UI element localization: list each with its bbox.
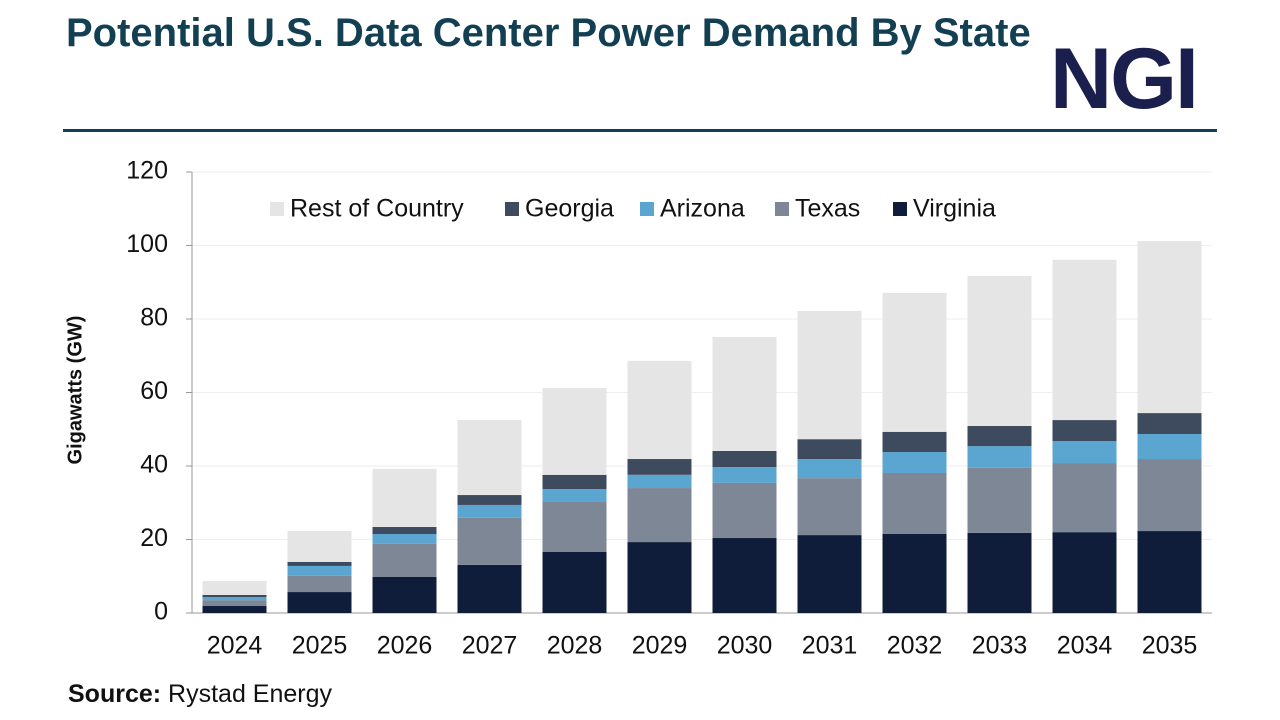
bar-segment (627, 542, 692, 613)
chart-title: Potential U.S. Data Center Power Demand … (66, 11, 1031, 55)
bar-segment (712, 450, 777, 468)
bar-segment (1052, 259, 1117, 421)
bar-segment (1052, 463, 1117, 533)
x-tick-label: 2030 (717, 632, 773, 660)
x-tick-label: 2027 (462, 632, 518, 660)
bar-segment (627, 459, 692, 475)
x-tick-label: 2031 (802, 632, 858, 660)
bar-segment (712, 337, 777, 451)
bar-segment (457, 517, 522, 565)
source: Source: Rystad Energy (68, 680, 332, 709)
legend-swatch (893, 202, 907, 216)
bar-segment (457, 504, 522, 518)
x-tick-label: 2035 (1142, 632, 1198, 660)
bar-segment (457, 495, 522, 505)
bar-segment (372, 576, 437, 613)
x-tick-label: 2025 (292, 632, 348, 660)
bar-segment (542, 489, 607, 503)
bar-segment (882, 452, 947, 473)
x-tick-label: 2034 (1057, 632, 1113, 660)
y-tick-label: 40 (140, 451, 168, 479)
logo: NGI (1050, 31, 1199, 127)
legend-label: Texas (795, 195, 860, 223)
bar-segment (797, 310, 862, 440)
bar-segment (882, 472, 947, 534)
legend-label: Arizona (660, 195, 745, 223)
bar-segment (1137, 413, 1202, 435)
bar-segment (287, 561, 352, 566)
y-tick-label: 120 (126, 157, 168, 185)
bar-segment (287, 531, 352, 562)
bar-segment (287, 565, 352, 576)
bar-segment (372, 527, 437, 534)
legend-swatch (505, 202, 519, 216)
bar-segment (542, 551, 607, 613)
bar-segment (797, 459, 862, 479)
bar-segment (627, 488, 692, 543)
bar-segment (627, 360, 692, 460)
bar-segment (882, 431, 947, 453)
y-tick-label: 80 (140, 304, 168, 332)
bar-segment (967, 425, 1032, 447)
x-tick-label: 2028 (547, 632, 603, 660)
bar-segment (287, 575, 352, 593)
bar-segment (202, 581, 267, 595)
bar-segment (967, 446, 1032, 468)
bar-segment (967, 467, 1032, 533)
bar-segment (542, 474, 607, 490)
bar-segment (797, 478, 862, 536)
bar-segment (372, 533, 437, 544)
y-axis-label: Gigawatts (GW) (64, 316, 86, 465)
bar-segment (797, 439, 862, 460)
bar-segment (542, 388, 607, 475)
bar-segment (1137, 241, 1202, 414)
bar-segment (202, 606, 267, 613)
legend-label: Rest of Country (290, 195, 464, 223)
bar-segment (542, 502, 607, 552)
y-tick-label: 0 (154, 598, 168, 626)
bar-segment (202, 594, 267, 598)
legend-swatch (775, 202, 789, 216)
source-text: Rystad Energy (168, 680, 333, 708)
bar-segment (287, 592, 352, 613)
bar-segment (1052, 420, 1117, 442)
bar-segment (712, 538, 777, 613)
bar-segment (967, 276, 1032, 426)
bar-segment (627, 474, 692, 489)
legend-label: Georgia (525, 195, 614, 223)
divider (63, 129, 1217, 132)
x-tick-label: 2029 (632, 632, 688, 660)
bar-segment (712, 482, 777, 539)
bar-segment (1137, 434, 1202, 460)
source-label: Source: (68, 680, 162, 708)
bar-segment (882, 533, 947, 613)
bar-segment (372, 543, 437, 577)
bar-segment (457, 420, 522, 496)
bar-segment (202, 600, 267, 607)
bar-segment (1052, 532, 1117, 613)
y-tick-label: 20 (140, 524, 168, 552)
bar-segment (202, 597, 267, 601)
bar-segment (1052, 441, 1117, 464)
y-tick-label: 60 (140, 377, 168, 405)
bar-segment (1137, 531, 1202, 613)
y-tick-label: 100 (126, 230, 168, 258)
x-tick-label: 2024 (207, 632, 263, 660)
bar-segment (712, 467, 777, 483)
bar-segment (457, 564, 522, 613)
bar-segment (967, 532, 1032, 613)
legend-swatch (270, 202, 284, 216)
bar-segment (797, 535, 862, 613)
x-tick-label: 2026 (377, 632, 433, 660)
legend-label: Virginia (913, 195, 996, 223)
x-tick-label: 2032 (887, 632, 943, 660)
bar-segment (372, 468, 437, 528)
x-tick-label: 2033 (972, 632, 1028, 660)
bar-segment (882, 292, 947, 432)
bar-segment (1137, 459, 1202, 532)
legend-swatch (640, 202, 654, 216)
